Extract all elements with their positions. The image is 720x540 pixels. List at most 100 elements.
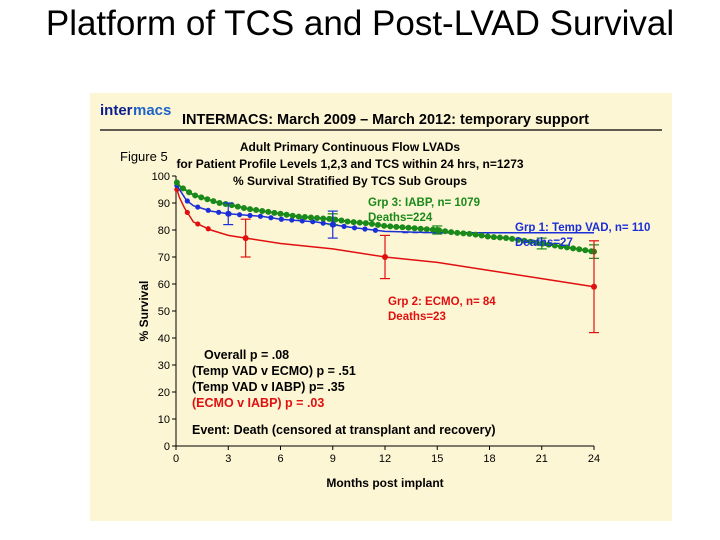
error-bar-point-blue — [329, 221, 336, 228]
series-point-green — [204, 196, 211, 203]
chart-title-line-3: % Survival Stratified By TCS Sub Groups — [233, 174, 467, 188]
figure-header: INTERMACS: March 2009 – March 2012: temp… — [182, 112, 589, 128]
series-point-red — [205, 226, 211, 232]
series-point-green — [496, 234, 503, 241]
series-point-green — [503, 235, 510, 242]
series-point-green — [210, 198, 217, 205]
y-ticks: 0 10 20 30 40 50 60 70 80 90 100 — [152, 171, 176, 453]
series-line-blue — [175, 183, 594, 234]
series-point-blue — [278, 216, 284, 222]
series-point-green — [448, 229, 455, 236]
y-tick-label: 20 — [158, 387, 170, 399]
series-point-green — [356, 219, 363, 226]
series-point-green — [289, 212, 296, 219]
y-tick-label: 80 — [158, 225, 170, 237]
series-point-blue — [195, 204, 201, 210]
series-point-green — [387, 223, 394, 230]
series-point-green — [460, 230, 467, 237]
series-label-ecmo: Grp 2: ECMO, n= 84 — [388, 296, 496, 308]
error-bar-point-red — [591, 283, 597, 290]
survival-figure: inter macs INTERMACS: March 2009 – March… — [90, 93, 672, 521]
series-point-green — [179, 185, 186, 192]
series-point-green — [472, 231, 479, 238]
x-tick-label: 24 — [588, 453, 600, 465]
series-label-temp-vad: Grp 1: Temp VAD, n= 110 — [515, 222, 650, 234]
chart-title-line-2: for Patient Profile Levels 1,2,3 and TCS… — [176, 157, 523, 171]
y-tick-label: 100 — [152, 171, 170, 183]
logo-suffix: macs — [133, 102, 171, 119]
series-point-green — [478, 232, 485, 239]
series-label-iabp: Grp 3: IABP, n= 1079 — [368, 197, 480, 209]
series-point-green — [399, 224, 406, 231]
y-tick-label: 0 — [164, 441, 170, 453]
series-point-blue — [205, 207, 211, 213]
stat-ecmo-iabp: (ECMO v IABP) p = .03 — [192, 396, 324, 410]
series-point-blue — [320, 220, 326, 226]
series-point-green — [301, 214, 308, 221]
error-bar-point-green — [538, 240, 545, 247]
series-point-green — [362, 220, 369, 227]
series-point-green — [253, 207, 260, 214]
series-point-green — [442, 228, 449, 235]
series-point-green — [198, 194, 205, 201]
series-point-green — [314, 214, 321, 221]
series-point-green — [186, 189, 193, 196]
series-point-green — [271, 209, 278, 216]
series-point-green — [283, 211, 290, 218]
y-tick-label: 90 — [158, 198, 170, 210]
series-point-green — [216, 200, 223, 206]
series-point-green — [551, 242, 558, 249]
figure-label: Figure 5 — [120, 149, 168, 164]
series-point-green — [405, 224, 412, 231]
x-tick-label: 9 — [330, 453, 336, 465]
survival-chart: inter macs INTERMACS: March 2009 – March… — [100, 102, 662, 490]
y-tick-label: 10 — [158, 414, 170, 426]
series-point-green — [228, 202, 235, 209]
series-point-green — [247, 206, 254, 213]
series-point-green — [484, 233, 491, 240]
series-point-green — [393, 223, 400, 230]
series-point-green — [259, 207, 266, 214]
series-point-green — [576, 246, 583, 253]
series-point-blue — [236, 212, 243, 218]
stat-vad-ecmo: (Temp VAD v ECMO) p = .51 — [192, 364, 356, 378]
series-point-green — [192, 192, 199, 199]
series-point-green — [240, 204, 247, 211]
x-ticks: 0 3 6 9 12 15 18 21 24 — [173, 446, 600, 465]
series-point-blue — [184, 198, 190, 204]
error-bar-point-red — [242, 235, 249, 242]
series-point-green — [454, 229, 461, 236]
y-tick-label: 40 — [158, 333, 170, 345]
series-point-blue — [216, 209, 222, 215]
series-point-green — [375, 221, 382, 228]
series-point-green — [564, 244, 571, 251]
series-point-green — [344, 218, 351, 225]
series-point-green — [307, 214, 314, 221]
y-tick-label: 70 — [158, 252, 170, 264]
series-point-blue — [351, 225, 358, 231]
series-point-blue — [257, 213, 264, 219]
series-point-green — [545, 241, 552, 248]
error-bar-point-red — [382, 254, 388, 260]
series-point-blue — [372, 227, 379, 233]
series-point-red — [195, 221, 201, 227]
series-point-green — [350, 219, 357, 226]
x-tick-label: 18 — [483, 453, 495, 465]
series-point-green — [277, 210, 284, 217]
series-point-blue — [362, 226, 368, 232]
series-point-green — [570, 245, 577, 252]
series-deaths-ecmo: Deaths=23 — [388, 311, 446, 323]
x-tick-label: 3 — [225, 453, 231, 465]
x-tick-label: 12 — [379, 453, 391, 465]
x-axis-label: Months post implant — [326, 476, 443, 490]
series-point-green — [582, 247, 589, 254]
event-note: Event: Death (censored at transplant and… — [192, 423, 496, 437]
series-point-green — [429, 226, 436, 233]
series-point-green — [295, 213, 302, 220]
series-point-green — [411, 225, 418, 232]
series-point-green — [265, 208, 272, 215]
series-point-blue — [289, 217, 295, 223]
error-bar-point-green — [434, 227, 441, 233]
series-point-green — [557, 243, 564, 250]
series-point-green — [338, 217, 345, 224]
